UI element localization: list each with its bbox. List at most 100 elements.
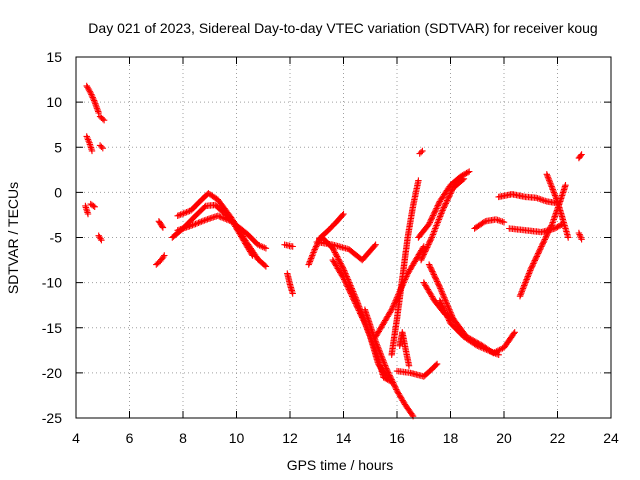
data-point [387, 375, 395, 382]
data-point [306, 259, 313, 267]
data-point [448, 311, 455, 318]
data-point [524, 274, 531, 282]
data-point [434, 219, 441, 226]
data-point [389, 377, 396, 385]
data-point [441, 203, 448, 210]
data-point [445, 305, 452, 312]
y-tick-label: -25 [42, 410, 62, 426]
data-point [379, 356, 386, 363]
data-point [537, 196, 544, 203]
data-point [548, 222, 555, 229]
data-point [444, 314, 451, 321]
data-point [353, 303, 361, 310]
data-point [439, 303, 446, 310]
axis-ticks: 4 6 8 10 12 14 16 18 20 22 24 -25 -20 -15 -10 -5 0 5 10 15 [42, 49, 619, 446]
data-point [534, 250, 542, 257]
data-point [442, 310, 449, 317]
data-point [415, 177, 422, 184]
data-point [444, 302, 451, 309]
data-point [492, 350, 499, 357]
data-point [495, 351, 502, 358]
data-point [542, 233, 550, 240]
data-point [431, 226, 438, 234]
data-point [430, 229, 437, 237]
data-series-segment [96, 113, 108, 124]
data-point [357, 311, 365, 318]
data-point [343, 280, 350, 287]
data-point [446, 306, 453, 313]
data-point [528, 263, 536, 270]
data-point [225, 216, 232, 224]
data-series-segment [372, 243, 427, 340]
data-point [426, 219, 433, 226]
data-point [448, 187, 455, 194]
data-point [416, 150, 423, 157]
data-point [546, 177, 553, 184]
data-point [392, 384, 399, 392]
data-point [98, 237, 105, 244]
y-tick-label: -20 [42, 365, 62, 381]
data-point [329, 245, 336, 252]
data-point [159, 224, 167, 231]
data-point [419, 252, 427, 259]
data-point [518, 290, 525, 297]
data-points [82, 82, 585, 420]
data-point [430, 271, 437, 278]
data-point [382, 363, 389, 371]
data-point [510, 330, 517, 337]
data-point [462, 170, 469, 178]
data-point [420, 251, 427, 258]
data-point [339, 273, 346, 280]
data-point [371, 242, 378, 250]
data-point [432, 223, 440, 231]
x-axis-label: GPS time / hours [287, 457, 394, 473]
data-point [535, 249, 542, 256]
data-series-segment [83, 133, 96, 155]
data-point [434, 279, 441, 287]
data-point [433, 360, 441, 368]
data-point [553, 195, 560, 202]
data-point [442, 200, 449, 207]
data-point [483, 346, 490, 353]
data-point [383, 366, 391, 373]
data-point [439, 304, 447, 311]
data-point [342, 279, 349, 286]
data-point [436, 283, 443, 291]
data-point [352, 300, 359, 307]
data-point [95, 109, 102, 117]
x-tick-label: 24 [603, 430, 619, 446]
data-point [438, 288, 445, 295]
data-point [432, 206, 439, 214]
data-point [536, 247, 543, 254]
data-point [440, 204, 447, 211]
data-point [338, 263, 346, 270]
data-point [378, 353, 385, 360]
data-point [92, 100, 99, 107]
data-point [441, 307, 448, 314]
data-point [387, 307, 394, 315]
data-point [540, 237, 548, 245]
data-point [534, 251, 541, 259]
data-series-segment [174, 212, 270, 252]
data-point [435, 282, 443, 289]
data-point [436, 297, 443, 304]
data-point [428, 215, 435, 222]
data-point [441, 294, 448, 301]
data-point [432, 361, 440, 369]
data-point [446, 308, 454, 315]
data-point [446, 191, 453, 199]
data-point [307, 256, 314, 264]
data-point [311, 246, 318, 253]
data-point [387, 373, 394, 380]
data-point [346, 287, 353, 294]
data-point [425, 220, 433, 228]
data-point [436, 214, 443, 222]
data-series-segment [543, 171, 572, 241]
data-point [331, 249, 339, 256]
data-point [429, 268, 436, 275]
data-point [444, 197, 451, 204]
data-point [511, 329, 518, 336]
data-point [339, 264, 346, 271]
data-point [546, 225, 554, 232]
data-point [544, 174, 552, 181]
